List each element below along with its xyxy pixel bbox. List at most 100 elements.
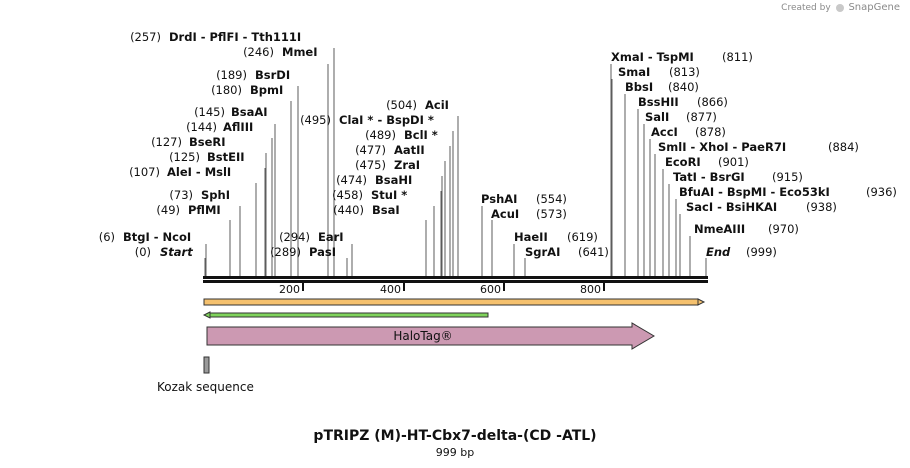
site-name-end[interactable]: End (706, 245, 731, 259)
site-pos-bcli: (489) (365, 128, 396, 142)
map-title: pTRIPZ (M)-HT-Cbx7-delta-(CD -ATL) (313, 428, 597, 444)
site-name-afliii[interactable]: AflIII (223, 120, 253, 134)
site-name-haeii[interactable]: HaeII (514, 230, 548, 244)
site-pos-btgi: (6) (99, 230, 115, 244)
site-name-ecori[interactable]: EcoRI (665, 155, 701, 169)
site-pos-eari: (294) (279, 230, 310, 244)
site-pos-tati: (915) (772, 170, 803, 184)
ruler-tick-200: 200 (279, 283, 300, 296)
site-name-alei[interactable]: AleI - MslI (167, 165, 231, 179)
site-pos-start: (0) (135, 245, 151, 259)
site-name-bbsi[interactable]: BbsI (625, 80, 653, 94)
site-name-bsai[interactable]: BsaI (372, 203, 400, 217)
site-pos-smai: (813) (669, 65, 700, 79)
site-name-smli[interactable]: SmlI - XhoI - PaeR7I (658, 140, 786, 154)
site-pos-acci: (878) (695, 125, 726, 139)
map-length: 999 bp (435, 446, 475, 459)
site-pos-saci: (938) (806, 200, 837, 214)
site-name-sgrai[interactable]: SgrAI (525, 245, 560, 259)
site-pos-sphi: (73) (169, 188, 193, 202)
site-name-bfuai[interactable]: BfuAI - BspMI - Eco53kI (679, 185, 830, 199)
site-name-eari[interactable]: EarI (318, 230, 344, 244)
site-pos-nmeaiii: (970) (768, 222, 799, 236)
site-name-bsahi[interactable]: BsaHI (375, 173, 412, 187)
site-pos-pshai: (554) (536, 192, 567, 206)
site-pos-sali: (877) (686, 110, 717, 124)
site-name-bcli[interactable]: BclI * (404, 128, 438, 142)
site-name-bsaai[interactable]: BsaAI (231, 105, 268, 119)
cut-site-lines (204, 48, 707, 277)
kozak-feature[interactable]: Kozak sequence (157, 356, 254, 394)
site-pos-zrai: (475) (355, 158, 386, 172)
site-pos-bsai: (440) (333, 203, 364, 217)
cut-site-labels: (257) DrdI - PflFI - Tth111I (246) MmeI … (99, 30, 897, 259)
site-name-pasi[interactable]: PasI (309, 245, 336, 259)
site-name-acii[interactable]: AciI (425, 98, 449, 112)
site-pos-aatii: (477) (355, 143, 386, 157)
site-pos-stui: (458) (332, 188, 363, 202)
site-pos-bbsi: (840) (668, 80, 699, 94)
credit-brand: SnapGene (848, 2, 900, 13)
site-name-acci[interactable]: AccI (651, 125, 678, 139)
site-pos-drdi: (257) (130, 30, 161, 44)
ruler-tick-400: 400 (380, 283, 401, 296)
site-name-bsteii[interactable]: BstEII (207, 150, 245, 164)
site-name-mmei[interactable]: MmeI (282, 45, 318, 59)
site-pos-bsteii: (125) (169, 150, 200, 164)
site-name-sali[interactable]: SalI (645, 110, 669, 124)
halotag-label: HaloTag® (393, 329, 452, 343)
site-pos-xmai: (811) (722, 50, 753, 64)
ruler: 200 400 600 800 (279, 283, 605, 296)
site-pos-bpmi: (180) (211, 83, 242, 97)
site-name-nmeaiii[interactable]: NmeAIII (694, 222, 745, 236)
site-name-smai[interactable]: SmaI (618, 65, 650, 79)
site-pos-acui: (573) (536, 207, 567, 221)
site-name-pflmi[interactable]: PflMI (188, 203, 221, 217)
site-pos-smli: (884) (828, 140, 859, 154)
site-pos-afliii: (144) (186, 120, 217, 134)
site-pos-bsshii: (866) (697, 95, 728, 109)
site-pos-clai: (495) (300, 113, 331, 127)
site-name-aatii[interactable]: AatII (394, 143, 425, 157)
site-pos-mmei: (246) (243, 45, 274, 59)
halotag-feature-arrow[interactable]: HaloTag® (206, 322, 655, 350)
snapgene-logo-icon (835, 3, 844, 12)
site-name-xmai[interactable]: XmaI - TspMI (611, 50, 694, 64)
site-name-zrai[interactable]: ZraI (394, 158, 420, 172)
orange-feature-arrow[interactable] (203, 298, 706, 306)
site-pos-bfuai: (936) (866, 185, 897, 199)
site-name-bsrdi[interactable]: BsrDI (255, 68, 290, 82)
site-name-start[interactable]: Start (160, 245, 193, 259)
site-name-drdi[interactable]: DrdI - PflFI - Tth111I (169, 30, 301, 44)
kozak-label: Kozak sequence (157, 380, 254, 394)
site-name-btgi[interactable]: BtgI - NcoI (123, 230, 191, 244)
site-name-stui[interactable]: StuI * (371, 188, 407, 202)
site-name-acui[interactable]: AcuI (491, 207, 519, 221)
site-pos-pasi: (289) (270, 245, 301, 259)
site-pos-sgrai: (641) (578, 245, 609, 259)
ruler-tick-600: 600 (480, 283, 501, 296)
site-pos-acii: (504) (386, 98, 417, 112)
site-name-pshai[interactable]: PshAI (481, 192, 517, 206)
site-pos-bsrdi: (189) (216, 68, 247, 82)
site-pos-alei: (107) (129, 165, 160, 179)
site-pos-pflmi: (49) (156, 203, 180, 217)
site-pos-bsahi: (474) (336, 173, 367, 187)
site-name-bsshii[interactable]: BssHII (638, 95, 679, 109)
site-pos-end: (999) (746, 245, 777, 259)
site-name-sphi[interactable]: SphI (201, 188, 230, 202)
site-name-clai[interactable]: ClaI * - BspDI * (339, 113, 434, 127)
site-name-saci[interactable]: SacI - BsiHKAI (686, 200, 777, 214)
site-name-tati[interactable]: TatI - BsrGI (673, 170, 745, 184)
site-pos-ecori: (901) (718, 155, 749, 169)
site-pos-bsaai: (145) (194, 105, 225, 119)
credit-prefix: Created by (781, 3, 831, 13)
snapgene-credit: Created by SnapGene (781, 2, 900, 13)
site-pos-haeii: (619) (567, 230, 598, 244)
site-pos-bseri: (127) (151, 135, 182, 149)
ruler-tick-800: 800 (580, 283, 601, 296)
site-name-bseri[interactable]: BseRI (189, 135, 226, 149)
site-name-bpmi[interactable]: BpmI (250, 83, 283, 97)
green-feature-arrow[interactable] (202, 311, 489, 319)
